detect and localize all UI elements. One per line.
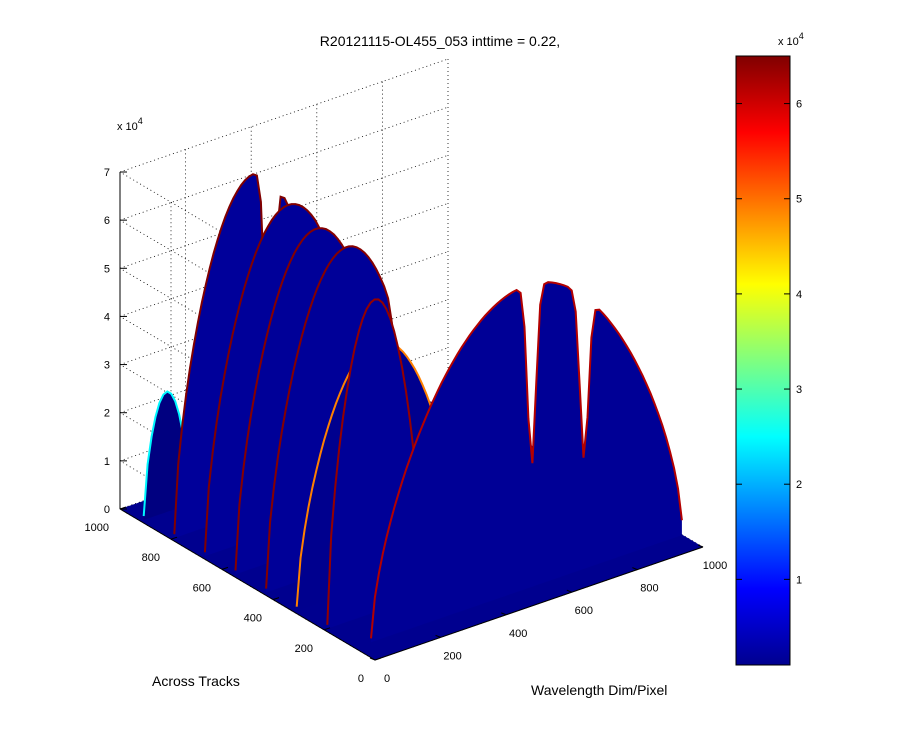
- z-tick-label: 6: [104, 215, 110, 227]
- y-tick: [374, 657, 382, 661]
- z-tick-label: 0: [104, 504, 110, 516]
- x-axis-ticks: 0 200 400 600 800 1000: [369, 544, 727, 685]
- y-tick-label: 1000: [85, 522, 109, 534]
- colorbar-gradient: [735, 55, 791, 666]
- surface-stripe: [142, 390, 188, 520]
- colorbar-multiplier: x 104: [778, 31, 804, 48]
- colorbar-tick-label: 4: [796, 289, 802, 301]
- z-tick-label: 2: [104, 408, 110, 420]
- y-tick: [272, 597, 280, 601]
- y-axis-label: Across Tracks: [152, 673, 240, 689]
- surface-stripe: [370, 281, 683, 643]
- axis-line: [119, 508, 376, 661]
- axis-lines: [119, 172, 704, 661]
- x-tick-label: 600: [575, 605, 593, 617]
- z-tick-label: 1: [104, 456, 110, 468]
- x-tick-label: 400: [509, 628, 527, 640]
- z-tick-label: 7: [104, 167, 110, 179]
- z-axis-multiplier: x 104: [117, 116, 143, 133]
- axis-line: [374, 546, 704, 661]
- colorbar-tick-label: 5: [796, 194, 802, 206]
- x-tick: [501, 612, 507, 616]
- x-tick: [697, 544, 704, 548]
- y-tick: [323, 627, 331, 631]
- surface-crest: [142, 390, 188, 517]
- chart-title: R20121115-OL455_053 inttime = 0.22,: [320, 33, 560, 49]
- z-tick-label: 5: [104, 263, 110, 275]
- y-tick: [170, 536, 178, 540]
- x-tick: [435, 634, 441, 638]
- surface-crest: [326, 298, 423, 625]
- colorbar: 1 2 3 4 5 6 x 104: [735, 31, 804, 666]
- colorbar-tick-label: 2: [796, 479, 802, 491]
- x-tick: [632, 567, 638, 571]
- surface-band: [371, 282, 682, 643]
- x-tick-label: 0: [384, 673, 390, 685]
- x-tick-label: 200: [443, 650, 461, 662]
- colorbar-tick-label: 1: [796, 574, 802, 586]
- grid-line: [119, 58, 449, 173]
- y-tick-label: 800: [142, 552, 160, 564]
- z-tick-label: 4: [104, 311, 110, 323]
- y-tick-label: 200: [295, 643, 313, 655]
- y-tick: [221, 566, 229, 570]
- surface-crest: [370, 281, 683, 639]
- x-tick: [566, 589, 572, 593]
- y-tick-label: 600: [193, 582, 211, 594]
- colorbar-tick-label: 6: [796, 99, 802, 111]
- x-tick-label: 800: [640, 583, 658, 595]
- x-tick: [369, 657, 376, 661]
- y-tick: [119, 506, 127, 510]
- x-axis-label: Wavelength Dim/Pixel: [531, 682, 667, 698]
- y-tick-label: 0: [358, 673, 364, 685]
- colorbar-ticks: 1 2 3 4 5 6: [736, 99, 802, 586]
- y-tick-label: 400: [244, 613, 262, 625]
- x-tick-label: 1000: [703, 560, 727, 572]
- z-axis-ticks: 0 1 2 3 4 5 6 7: [104, 167, 127, 516]
- surface-plot: [142, 173, 683, 643]
- z-tick-label: 3: [104, 360, 110, 372]
- colorbar-tick-label: 3: [796, 384, 802, 396]
- y-axis-ticks: 0 200 400 600 800 1000: [85, 506, 382, 685]
